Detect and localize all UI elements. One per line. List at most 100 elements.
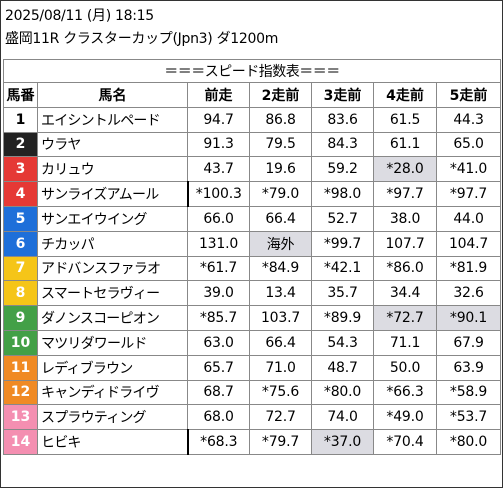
speed-index-cell: *42.1 <box>311 255 374 282</box>
table-row: 5 サンエイウイング 66.0 66.4 52.7 38.0 44.0 <box>3 205 501 232</box>
speed-index-cell: 104.7 <box>436 230 501 257</box>
col-header-last-race: 前走 <box>187 82 250 108</box>
horse-number-cell: 1 <box>3 106 38 133</box>
speed-index-cell: *98.0 <box>311 181 374 207</box>
speed-index-cell: *97.7 <box>436 181 501 207</box>
horse-number-cell: 10 <box>3 329 38 356</box>
horse-name-cell: ウラヤ <box>37 131 188 158</box>
table-row: 9 ダノンスコーピオン *85.7 103.7 *89.9 *72.7 *90.1 <box>3 305 501 331</box>
speed-index-cell: *81.9 <box>436 255 501 282</box>
table-row: 6 チカッパ 131.0 海外 *99.7 107.7 104.7 <box>3 230 501 257</box>
horse-name-cell: ヒビキ <box>37 429 188 455</box>
speed-index-cell: *79.0 <box>249 181 312 207</box>
speed-index-cell: 74.0 <box>311 404 374 431</box>
col-header-2-races-ago: 2走前 <box>249 82 312 108</box>
speed-index-cell: *72.7 <box>373 305 437 331</box>
speed-index-cell: 海外 <box>249 230 312 257</box>
speed-index-cell: *84.9 <box>249 255 312 282</box>
table-row: 2 ウラヤ 91.3 79.5 84.3 61.1 65.0 <box>3 131 501 158</box>
table-row: 14 ヒビキ *68.3 *79.7 *37.0 *70.4 *80.0 <box>3 429 501 455</box>
speed-index-cell: 48.7 <box>311 354 374 381</box>
speed-index-cell: 107.7 <box>373 230 437 257</box>
table-row: 8 スマートセラヴィー 39.0 13.4 35.7 34.4 32.6 <box>3 280 501 307</box>
table-row: 12 キャンディドライヴ 68.7 *75.6 *80.0 *66.3 *58.9 <box>3 379 501 406</box>
speed-index-cell: *89.9 <box>311 305 374 331</box>
race-title: 盛岡11R クラスターカップ(Jpn3) ダ1200m <box>5 31 279 47</box>
speed-index-cell: *66.3 <box>373 379 437 406</box>
speed-index-cell: 50.0 <box>373 354 437 381</box>
speed-index-cell: *97.7 <box>373 181 437 207</box>
horse-number-cell: 12 <box>3 379 38 406</box>
speed-index-cell: *37.0 <box>311 429 374 455</box>
table-row: 11 レディブラウン 65.7 71.0 48.7 50.0 63.9 <box>3 354 501 381</box>
horse-name-cell: カリュウ <box>37 156 188 183</box>
table-row: 4 サンライズアムール *100.3 *79.0 *98.0 *97.7 *97.7 <box>3 181 501 207</box>
speed-index-cell: 43.7 <box>187 156 250 183</box>
horse-number-cell: 5 <box>3 205 38 232</box>
horse-name-cell: アドバンスファラオ <box>37 255 188 282</box>
speed-index-table: ＝＝＝スピード指数表＝＝＝ 馬番 馬名 前走 2走前 3走前 4走前 5走前 1… <box>3 59 501 455</box>
speed-index-cell: 65.0 <box>436 131 501 158</box>
horse-name-cell: サンライズアムール <box>37 181 188 207</box>
speed-index-cell: *28.0 <box>373 156 437 183</box>
col-header-horse-name: 馬名 <box>37 82 188 108</box>
speed-index-cell: 68.7 <box>187 379 250 406</box>
table-title: ＝＝＝スピード指数表＝＝＝ <box>3 59 501 83</box>
speed-index-cell: *58.9 <box>436 379 501 406</box>
horse-name-cell: エイシントルペード <box>37 106 188 133</box>
speed-index-cell: 86.8 <box>249 106 312 133</box>
horse-number-cell: 11 <box>3 354 38 381</box>
horse-name-cell: ダノンスコーピオン <box>37 305 188 331</box>
speed-index-cell: 83.6 <box>311 106 374 133</box>
speed-index-cell: *61.7 <box>187 255 250 282</box>
race-datetime: 2025/08/11 (月) 18:15 <box>5 8 154 24</box>
col-header-5-races-ago: 5走前 <box>436 82 501 108</box>
speed-index-cell: *99.7 <box>311 230 374 257</box>
speed-index-cell: 19.6 <box>249 156 312 183</box>
speed-index-cell: *49.0 <box>373 404 437 431</box>
speed-index-cell: *86.0 <box>373 255 437 282</box>
speed-index-cell: 44.0 <box>436 205 501 232</box>
speed-index-cell: *79.7 <box>249 429 312 455</box>
horse-name-cell: キャンディドライヴ <box>37 379 188 406</box>
speed-index-cell: *90.1 <box>436 305 501 331</box>
speed-index-cell: 52.7 <box>311 205 374 232</box>
col-header-number: 馬番 <box>3 82 38 108</box>
speed-index-cell: 35.7 <box>311 280 374 307</box>
speed-index-cell: 91.3 <box>187 131 250 158</box>
table-row: 3 カリュウ 43.7 19.6 59.2 *28.0 *41.0 <box>3 156 501 183</box>
speed-index-cell: 131.0 <box>187 230 250 257</box>
table-row: 13 スプラウティング 68.0 72.7 74.0 *49.0 *53.7 <box>3 404 501 431</box>
speed-index-cell: *41.0 <box>436 156 501 183</box>
table-body: 1 エイシントルペード 94.7 86.8 83.6 61.5 44.3 2 ウラヤ 91.3 79… <box>3 106 501 455</box>
speed-index-cell: *85.7 <box>187 305 250 331</box>
column-header-row: 馬番 馬名 前走 2走前 3走前 4走前 5走前 <box>3 82 501 108</box>
horse-name-cell: チカッパ <box>37 230 188 257</box>
speed-index-cell: 67.9 <box>436 329 501 356</box>
col-header-4-races-ago: 4走前 <box>373 82 437 108</box>
speed-index-cell: 59.2 <box>311 156 374 183</box>
speed-index-cell: 84.3 <box>311 131 374 158</box>
speed-index-cell: 61.5 <box>373 106 437 133</box>
table-row: 7 アドバンスファラオ *61.7 *84.9 *42.1 *86.0 *81.9 <box>3 255 501 282</box>
speed-index-cell: 66.4 <box>249 329 312 356</box>
horse-name-cell: スマートセラヴィー <box>37 280 188 307</box>
speed-index-cell: 68.0 <box>187 404 250 431</box>
horse-name-cell: マツリダワールド <box>37 329 188 356</box>
speed-index-cell: 79.5 <box>249 131 312 158</box>
speed-index-cell: *70.4 <box>373 429 437 455</box>
horse-number-cell: 13 <box>3 404 38 431</box>
speed-index-cell: 71.0 <box>249 354 312 381</box>
horse-name-cell: スプラウティング <box>37 404 188 431</box>
horse-number-cell: 8 <box>3 280 38 307</box>
speed-index-cell: 63.0 <box>187 329 250 356</box>
horse-number-cell: 6 <box>3 230 38 257</box>
speed-index-cell: 38.0 <box>373 205 437 232</box>
speed-index-cell: 94.7 <box>187 106 250 133</box>
speed-index-cell: 66.0 <box>187 205 250 232</box>
speed-index-cell: *80.0 <box>436 429 501 455</box>
horse-name-cell: サンエイウイング <box>37 205 188 232</box>
speed-index-cell: *75.6 <box>249 379 312 406</box>
col-header-3-races-ago: 3走前 <box>311 82 374 108</box>
